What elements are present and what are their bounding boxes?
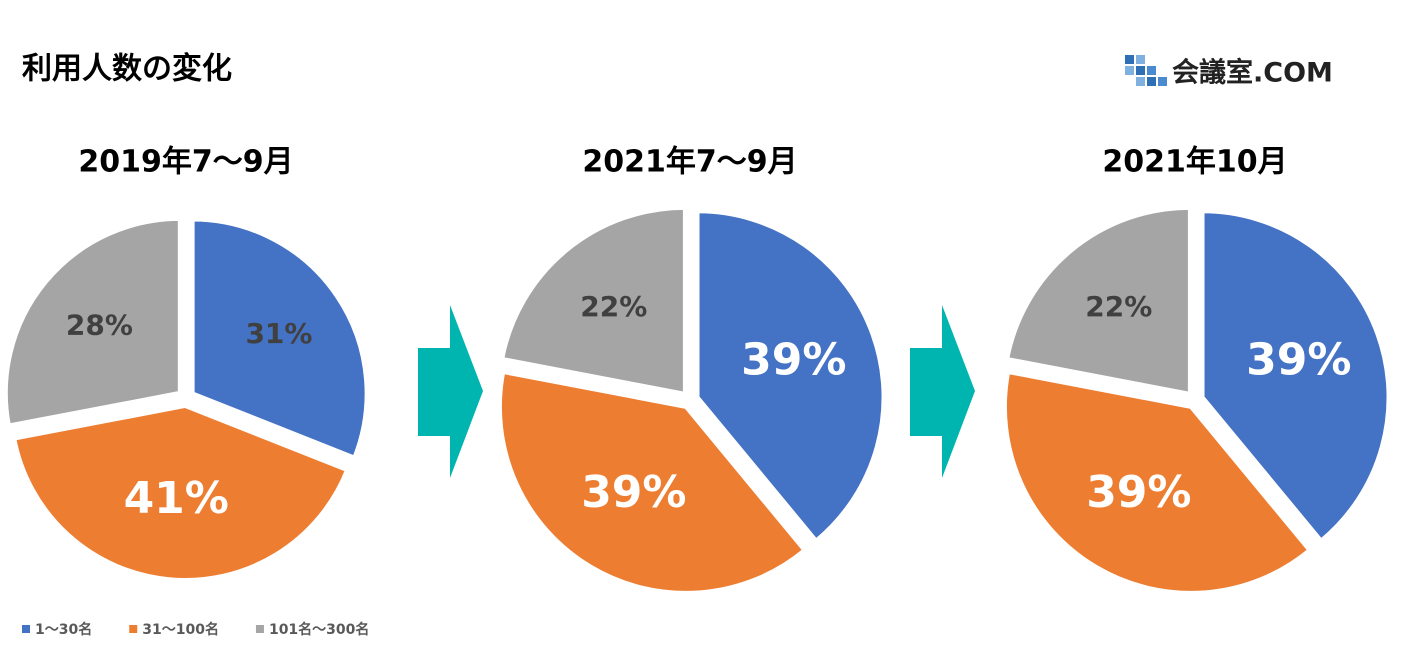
pie-slice bbox=[695, 209, 886, 544]
pie-slice bbox=[1200, 209, 1391, 544]
pie-slice bbox=[11, 403, 350, 582]
pie-slice bbox=[1002, 369, 1313, 595]
legend-swatch bbox=[129, 625, 138, 633]
chart-title: 2021年10月 bbox=[1102, 145, 1287, 180]
data-label: 22% bbox=[1085, 290, 1152, 323]
data-label: 28% bbox=[66, 308, 133, 341]
chart-title: 2021年7〜9月 bbox=[582, 145, 797, 180]
legend-swatch bbox=[255, 625, 264, 633]
data-label: 41% bbox=[124, 473, 229, 524]
pie-slice bbox=[1004, 205, 1192, 397]
data-label: 22% bbox=[580, 290, 647, 323]
logo: 会議室.COM bbox=[1125, 55, 1333, 89]
legend-swatch bbox=[22, 625, 30, 633]
chart-title: 2019年7〜9月 bbox=[78, 145, 293, 180]
pie-slice bbox=[497, 369, 808, 595]
data-label: 39% bbox=[1246, 335, 1351, 386]
pie-slice bbox=[3, 216, 182, 428]
pie-slice bbox=[499, 205, 687, 397]
legend-label: 101名〜300名 bbox=[269, 621, 369, 638]
data-label: 31% bbox=[245, 317, 312, 350]
arrow bbox=[910, 305, 975, 478]
legend-label: 1〜30名 bbox=[35, 621, 92, 638]
data-label: 39% bbox=[581, 467, 686, 518]
logo-text: 会議室.COM bbox=[1172, 57, 1333, 89]
legend-label: 31〜100名 bbox=[142, 621, 219, 638]
data-label: 39% bbox=[741, 335, 846, 386]
pie-slice bbox=[190, 217, 369, 461]
data-label: 39% bbox=[1086, 467, 1191, 518]
arrow bbox=[418, 305, 483, 478]
page-title: 利用人数の変化 bbox=[22, 52, 232, 87]
